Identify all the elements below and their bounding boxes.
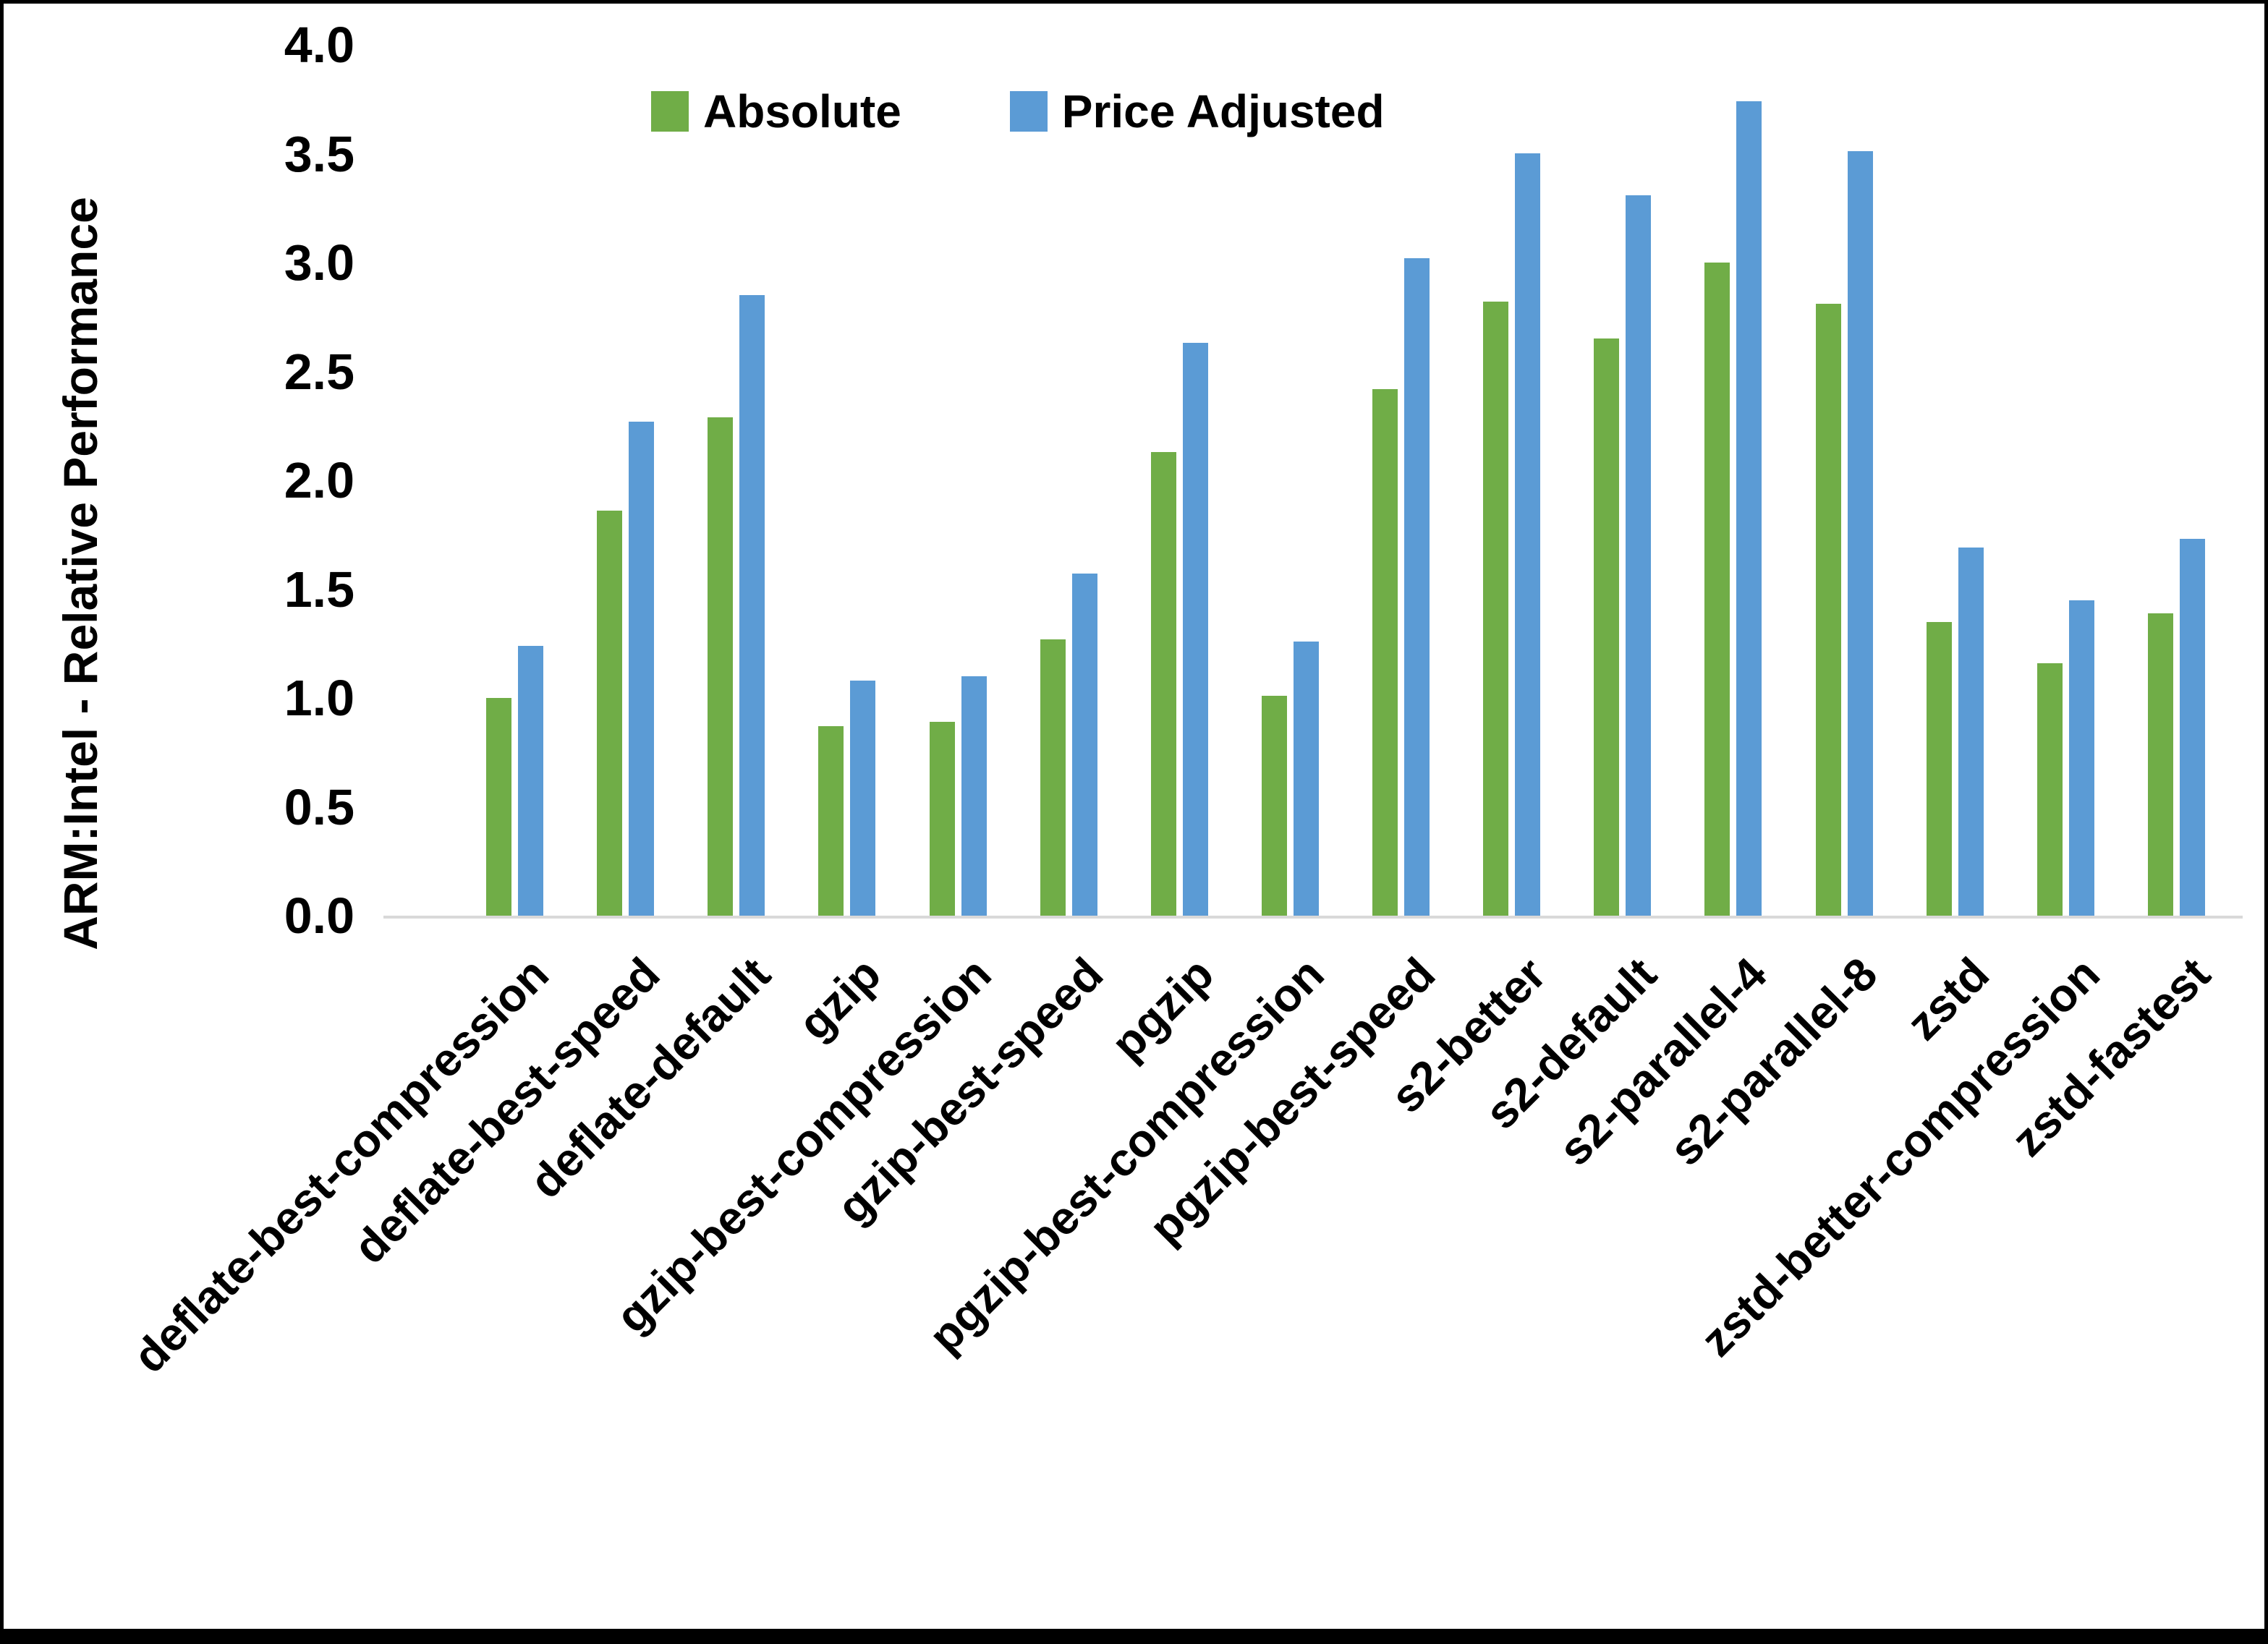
bar-gzip-best-speed-absolute — [1040, 639, 1066, 916]
bar-gzip-best-compression-price-adjusted — [961, 676, 987, 916]
legend-item-absolute: Absolute — [651, 85, 901, 138]
bar-deflate-best-compression-price-adjusted — [518, 646, 543, 916]
bar-zstd-price-adjusted — [1958, 548, 1984, 916]
bar-s2-default-absolute — [1594, 338, 1619, 916]
legend-label-absolute: Absolute — [703, 85, 901, 137]
bar-pgzip-price-adjusted — [1183, 343, 1208, 916]
bar-gzip-absolute — [818, 726, 844, 916]
category-label-zstd: zstd — [1896, 947, 2000, 1050]
legend: Absolute Price Adjusted — [651, 85, 1385, 138]
bottom-border-bar — [4, 1629, 2264, 1640]
bar-zstd-absolute — [1927, 622, 1952, 916]
bar-pgzip-best-speed-price-adjusted — [1404, 258, 1430, 916]
bar-pgzip-best-compression-price-adjusted — [1294, 642, 1319, 916]
plot-area: 0.0 0.5 1.0 1.5 2.0 2.5 3.0 3.5 4.0 deflate-best… — [4, 4, 2264, 1640]
bar-s2-better-absolute — [1483, 302, 1508, 916]
y-tick-label: 4.0 — [284, 17, 354, 73]
bar-s2-better-price-adjusted — [1515, 153, 1540, 916]
legend-swatch-price-adjusted — [1009, 91, 1048, 132]
bar-s2-default-price-adjusted — [1626, 195, 1651, 916]
legend-item-price-adjusted: Price Adjusted — [1009, 85, 1385, 138]
bar-deflate-best-speed-absolute — [597, 511, 622, 916]
bar-zstd-fastest-absolute — [2148, 613, 2173, 916]
y-tick-label: 2.5 — [284, 343, 354, 400]
x-axis-line — [383, 916, 2243, 919]
bar-zstd-fastest-price-adjusted — [2180, 539, 2205, 916]
bar-deflate-best-compression-absolute — [486, 698, 511, 916]
bar-deflate-default-price-adjusted — [739, 295, 765, 916]
y-tick-label: 3.5 — [284, 125, 354, 182]
bar-deflate-best-speed-price-adjusted — [629, 422, 654, 916]
bar-pgzip-absolute — [1151, 452, 1176, 916]
category-label-gzip: gzip — [788, 947, 891, 1050]
y-tick-label: 3.0 — [284, 234, 354, 291]
bar-s2-parallel-8-price-adjusted — [1848, 151, 1873, 916]
y-tick-label: 1.0 — [284, 670, 354, 726]
bar-pgzip-best-speed-absolute — [1372, 389, 1398, 916]
bar-gzip-best-speed-price-adjusted — [1072, 574, 1097, 916]
y-tick-label: 0.0 — [284, 887, 354, 944]
bar-gzip-best-compression-absolute — [930, 722, 955, 916]
legend-swatch-absolute — [651, 91, 689, 132]
bar-s2-parallel-4-absolute — [1704, 263, 1730, 916]
bar-deflate-default-absolute — [708, 417, 733, 916]
bar-s2-parallel-4-price-adjusted — [1736, 101, 1762, 916]
y-tick-label: 0.5 — [284, 778, 354, 835]
bar-zstd-better-compression-absolute — [2037, 663, 2063, 916]
category-label-deflate-best-compression: deflate-best-compression — [123, 947, 559, 1383]
y-tick-label: 2.0 — [284, 452, 354, 508]
y-tick-label: 1.5 — [284, 561, 354, 618]
bar-pgzip-best-compression-absolute — [1262, 696, 1287, 916]
bar-zstd-better-compression-price-adjusted — [2069, 600, 2094, 916]
bar-s2-parallel-8-absolute — [1816, 304, 1841, 916]
legend-label-price-adjusted: Price Adjusted — [1061, 85, 1385, 137]
bar-gzip-price-adjusted — [850, 681, 875, 916]
